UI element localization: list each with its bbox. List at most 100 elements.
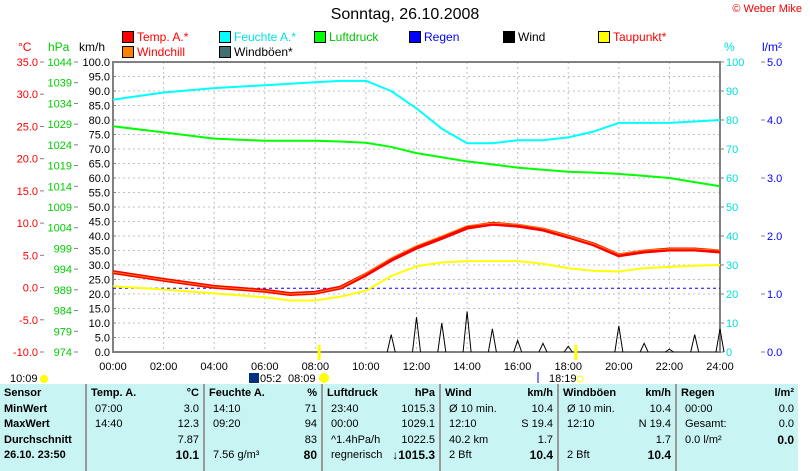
kmh-tick-label: 65.0 xyxy=(89,159,110,171)
stats-cell: ^1.4hPa/h xyxy=(331,433,381,446)
kmh-tick-label: 80.0 xyxy=(89,115,110,127)
hpa-tick-label: 1024 xyxy=(48,140,72,152)
x-tick-label: 08:00 xyxy=(302,361,330,373)
moonrise-time: 05:2 xyxy=(260,373,281,384)
series-windchill xyxy=(112,222,721,295)
stats-value: 3.0 xyxy=(183,402,199,415)
hpa-tick-label: 989 xyxy=(54,285,72,297)
stats-row-label: Durchschnitt xyxy=(4,433,72,446)
stats-cell: 40.2 km xyxy=(449,433,489,446)
legend-label: Feuchte A.* xyxy=(234,30,297,44)
chart-title: Sonntag, 26.10.2008 xyxy=(330,6,480,23)
legend-item: Taupunkt* xyxy=(598,30,666,44)
c-tick-label: -5.0 xyxy=(19,315,38,327)
pct-tick-label: 100 xyxy=(726,57,744,69)
stats-value: 80 xyxy=(303,448,317,462)
sunset-sun-icon xyxy=(576,375,584,383)
legend-label: Windchill xyxy=(137,45,186,59)
pct-tick-label: 30 xyxy=(726,260,738,272)
kmh-tick-label: 100.0 xyxy=(82,57,110,69)
legend-swatch xyxy=(219,46,231,58)
hpa-tick-label: 1039 xyxy=(48,78,72,90)
stats-head: Luftdruck xyxy=(327,387,378,399)
stats-cell: 07:00 xyxy=(95,402,123,415)
axis-unit-hpa: hPa xyxy=(48,40,70,54)
pct-tick-label: 20 xyxy=(726,289,738,301)
legend-swatch xyxy=(598,31,610,43)
hpa-tick-label: 1004 xyxy=(48,223,72,235)
stats-unit: km/h xyxy=(645,387,671,399)
stats-cell: 00:00 xyxy=(331,418,359,430)
legend-item: Regen xyxy=(409,30,459,44)
c-tick-label: 20.0 xyxy=(17,154,38,166)
stats-head: Windböen xyxy=(563,387,617,399)
legend-label: Luftdruck xyxy=(329,30,379,44)
legend-swatch xyxy=(122,31,134,43)
legend-swatch xyxy=(503,31,515,43)
x-tick-label: 20:00 xyxy=(605,361,633,373)
legend-swatch xyxy=(409,31,421,43)
legend-label: Regen xyxy=(424,30,460,44)
x-tick-label: 12:00 xyxy=(403,361,431,373)
sunrise-time: 08:09 xyxy=(288,373,316,384)
kmh-tick-label: 90.0 xyxy=(89,86,110,98)
stats-value: 10.1 xyxy=(175,448,199,462)
wind-mark xyxy=(639,342,649,353)
kmh-tick-label: 55.0 xyxy=(89,188,110,200)
legend-item: Luftdruck xyxy=(314,30,378,44)
wind-mark xyxy=(412,317,421,353)
stats-unit: °C xyxy=(186,387,199,399)
axis-unit-lm2: l/m² xyxy=(762,40,782,54)
c-tick-label: 35.0 xyxy=(17,57,38,69)
pct-tick-label: 70 xyxy=(726,144,738,156)
kmh-tick-label: 10.0 xyxy=(89,318,110,330)
x-tick-label: 10:00 xyxy=(352,361,380,373)
hpa-tick-label: 1009 xyxy=(48,202,72,214)
stats-head: Temp. A. xyxy=(91,387,137,399)
legend-item: Feuchte A.* xyxy=(219,30,296,44)
wind-mark xyxy=(462,311,472,353)
moon-icon xyxy=(40,375,48,383)
stats-cell: 14:10 xyxy=(213,402,241,415)
stats-row-label: MaxWert xyxy=(4,418,50,430)
sunset-time: 18:19 xyxy=(549,373,577,384)
wind-mark xyxy=(437,322,447,353)
stats-value: 1.7 xyxy=(537,433,553,446)
wind-mark xyxy=(487,328,497,353)
kmh-tick-label: 20.0 xyxy=(89,289,110,301)
stats-value: 1022.5 xyxy=(401,433,435,446)
stats-cell: 23:40 xyxy=(331,402,359,415)
stats-value: 1015.3 xyxy=(401,402,435,415)
legend-swatch xyxy=(219,31,231,43)
stats-value: 83 xyxy=(304,433,317,446)
stats-value: 71 xyxy=(304,402,317,415)
hpa-tick-label: 1014 xyxy=(48,181,72,193)
lm2-tick-label: 2.0 xyxy=(767,231,782,243)
stats-cell: Ø 10 min. xyxy=(567,402,615,415)
legend-label: Windböen* xyxy=(234,45,293,59)
series-luftdruck xyxy=(112,125,721,188)
c-tick-label: 25.0 xyxy=(17,121,38,133)
hpa-tick-label: 979 xyxy=(54,326,72,338)
x-tick-label: 22:00 xyxy=(656,361,684,373)
kmh-tick-label: 75.0 xyxy=(89,130,110,142)
c-tick-label: 0.0 xyxy=(23,283,38,295)
moon-phase-icon xyxy=(249,373,259,383)
c-tick-label: 15.0 xyxy=(17,186,38,198)
stats-value: 1029.1 xyxy=(401,418,435,430)
pct-tick-label: 60 xyxy=(726,173,738,185)
kmh-tick-label: 95.0 xyxy=(89,72,110,84)
legend-item: Windböen* xyxy=(219,45,293,59)
pct-tick-label: 90 xyxy=(726,86,738,98)
x-tick-label: 16:00 xyxy=(504,361,532,373)
stats-col-wind: Wind km/h Ø 10 min. 10.4 12:10 S 19.4 40.2 km 1… xyxy=(441,384,559,471)
stats-value: 10.4 xyxy=(531,402,553,415)
series-feuchte-a- xyxy=(112,79,721,145)
stats-value: 0.0 xyxy=(777,432,794,447)
hpa-tick-label: 974 xyxy=(54,347,72,359)
wind-mark xyxy=(690,334,700,353)
kmh-tick-label: 50.0 xyxy=(89,202,110,214)
kmh-tick-label: 60.0 xyxy=(89,173,110,185)
wind-mark xyxy=(538,342,548,353)
hpa-tick-label: 1034 xyxy=(48,98,72,110)
